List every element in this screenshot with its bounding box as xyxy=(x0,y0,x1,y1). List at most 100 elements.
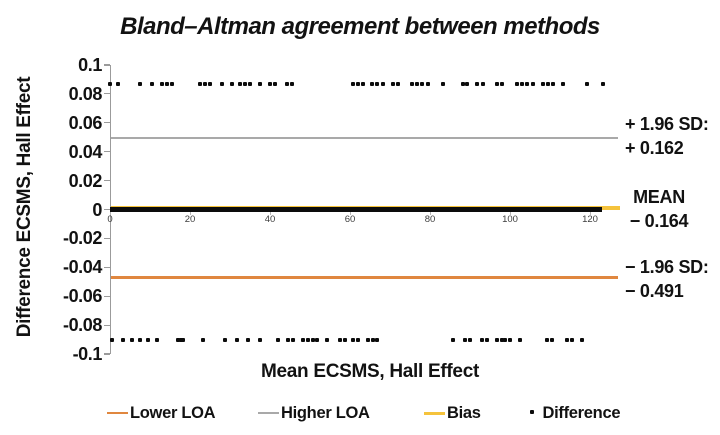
lower-loa-annotation-line2: − 0.491 xyxy=(625,281,684,301)
difference-point xyxy=(200,337,205,342)
higher-loa-line xyxy=(111,136,618,139)
bias-line-swatch-icon xyxy=(424,411,445,415)
difference-point xyxy=(203,81,208,86)
x-tick-label: 120 xyxy=(582,213,598,225)
chart-title: Bland–Altman agreement between methods xyxy=(120,13,600,40)
difference-point xyxy=(546,81,550,86)
y-tick-label: 0.08 xyxy=(68,83,103,104)
difference-point xyxy=(410,81,414,86)
difference-point xyxy=(508,337,512,342)
difference-point xyxy=(138,337,142,342)
y-tick-mark xyxy=(104,64,110,66)
difference-point xyxy=(324,337,329,342)
legend-item-lower-loa: Lower LOA xyxy=(107,402,216,424)
difference-point xyxy=(500,337,504,342)
x-tick-label: 80 xyxy=(424,213,436,225)
legend-label-bias: Bias xyxy=(447,403,481,422)
x-tick-mark xyxy=(589,211,591,215)
y-tick-mark xyxy=(104,353,110,355)
y-tick-mark xyxy=(104,151,110,153)
difference-point xyxy=(343,337,348,342)
y-tick-label: -0.04 xyxy=(62,257,102,278)
lower-loa-line-swatch-icon xyxy=(107,411,128,415)
difference-point xyxy=(220,81,224,86)
difference-point xyxy=(420,81,424,86)
difference-point xyxy=(258,337,262,342)
difference-point xyxy=(160,81,164,86)
difference-point xyxy=(300,337,305,342)
difference-point xyxy=(198,81,202,86)
x-tick-label: 60 xyxy=(344,213,356,225)
y-tick-mark xyxy=(104,295,110,297)
difference-point xyxy=(480,81,485,86)
lower-loa-annotation: − 1.96 SD: − 0.491 xyxy=(625,255,709,303)
y-tick-label: 0.04 xyxy=(68,141,103,162)
y-tick-label: 0.02 xyxy=(68,170,103,191)
mean-annotation-line2: − 0.164 xyxy=(629,211,689,231)
difference-point xyxy=(584,81,589,86)
difference-point xyxy=(531,81,536,86)
difference-point xyxy=(306,337,310,342)
difference-point xyxy=(176,337,180,342)
x-tick-mark xyxy=(109,211,111,215)
upper-loa-annotation-line1: + 1.96 SD: xyxy=(625,114,709,134)
x-tick-mark xyxy=(509,211,511,215)
difference-point xyxy=(524,81,529,86)
difference-point xyxy=(170,81,174,86)
difference-point xyxy=(276,337,280,342)
difference-point xyxy=(338,337,342,342)
upper-loa-annotation: + 1.96 SD: + 0.162 xyxy=(625,112,709,160)
difference-point xyxy=(286,337,290,342)
difference-point xyxy=(484,337,489,342)
difference-point xyxy=(246,337,250,342)
x-tick-label: 40 xyxy=(264,213,276,225)
difference-dot-swatch-icon xyxy=(530,410,534,414)
difference-point xyxy=(480,337,484,342)
x-axis-title: Mean ECSMS, Hall Effect xyxy=(261,361,479,382)
y-tick-mark xyxy=(104,324,110,326)
difference-point xyxy=(243,81,248,86)
difference-point xyxy=(311,337,316,342)
difference-point xyxy=(356,337,360,342)
difference-point xyxy=(258,81,262,86)
difference-point xyxy=(150,81,154,86)
y-tick-label: 0.1 xyxy=(78,55,102,75)
difference-point xyxy=(468,337,472,342)
difference-point xyxy=(375,337,380,342)
difference-point xyxy=(500,81,504,86)
difference-point xyxy=(110,337,114,342)
difference-point xyxy=(130,337,134,342)
difference-point xyxy=(475,81,480,86)
difference-point xyxy=(518,337,522,342)
y-tick-mark xyxy=(104,237,110,239)
difference-point xyxy=(464,81,469,86)
x-tick-label: 100 xyxy=(502,213,518,225)
difference-point xyxy=(570,337,574,342)
y-tick-label: -0.08 xyxy=(62,315,102,336)
difference-point xyxy=(503,337,508,342)
legend-item-higher-loa: Higher LOA xyxy=(258,402,370,424)
y-tick-mark xyxy=(104,266,110,268)
difference-point xyxy=(208,81,212,86)
legend-label-higher-loa: Higher LOA xyxy=(281,403,370,422)
difference-point xyxy=(120,337,125,342)
legend-item-difference: Difference xyxy=(530,402,621,424)
difference-point xyxy=(564,337,569,342)
x-tick-mark xyxy=(429,211,431,215)
x-tick-label: 0 xyxy=(107,213,113,225)
difference-point xyxy=(380,81,385,86)
difference-point xyxy=(396,81,400,86)
y-tick-label: -0.1 xyxy=(72,344,103,364)
difference-point xyxy=(356,81,360,86)
difference-point xyxy=(238,81,242,86)
difference-point xyxy=(451,337,456,342)
difference-point xyxy=(351,337,356,342)
difference-point xyxy=(223,337,228,342)
mean-annotation: MEAN − 0.164 xyxy=(623,185,695,233)
difference-point xyxy=(360,81,365,86)
legend-item-bias: Bias xyxy=(424,402,481,424)
zero-difference-run xyxy=(110,207,602,212)
legend-label-lower-loa: Lower LOA xyxy=(130,403,216,422)
y-tick-mark xyxy=(104,208,110,211)
legend-label-difference: Difference xyxy=(542,403,621,422)
